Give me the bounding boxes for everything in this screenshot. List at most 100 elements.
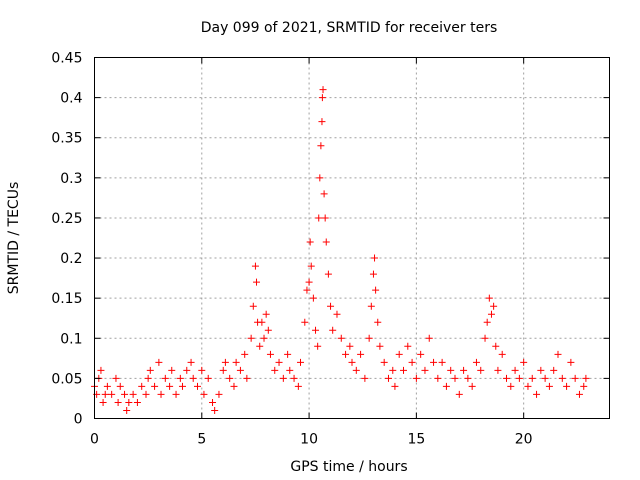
data-point (380, 358, 388, 366)
data-point (108, 390, 116, 398)
data-point (372, 286, 380, 294)
data-point (142, 390, 150, 398)
data-point (144, 374, 152, 382)
data-point (178, 382, 186, 390)
data-point (236, 366, 244, 374)
data-point (327, 302, 335, 310)
data-point (116, 382, 124, 390)
data-point (483, 318, 491, 326)
data-point (438, 358, 446, 366)
data-point (194, 382, 201, 390)
data-point (215, 390, 223, 398)
data-point (211, 406, 219, 414)
data-point (200, 390, 208, 398)
data-point (315, 214, 323, 222)
x-tick-label: 15 (407, 432, 425, 448)
data-point (352, 366, 360, 374)
data-point (241, 350, 249, 358)
data-point (477, 366, 485, 374)
y-tick-label: 0.35 (51, 131, 82, 147)
x-tick-label: 0 (90, 432, 99, 448)
data-point (176, 374, 184, 382)
data-point (103, 382, 111, 390)
x-tick-label: 20 (515, 432, 533, 448)
data-point (318, 118, 326, 126)
data-point (507, 382, 515, 390)
data-point (129, 390, 137, 398)
data-point (187, 358, 195, 366)
data-point (133, 398, 141, 406)
data-point (537, 366, 545, 374)
data-point (528, 374, 536, 382)
data-point (286, 366, 294, 374)
data-point (249, 302, 257, 310)
data-point (319, 86, 327, 94)
data-point (369, 270, 377, 278)
data-point (166, 382, 174, 390)
data-point (421, 366, 429, 374)
data-point (515, 374, 523, 382)
data-point (256, 342, 264, 350)
data-point (485, 294, 493, 302)
data-point (580, 382, 588, 390)
data-point (189, 374, 197, 382)
data-point (271, 366, 279, 374)
data-point (97, 366, 105, 374)
data-point (367, 302, 375, 310)
data-point (275, 358, 283, 366)
data-point (447, 366, 455, 374)
data-point (324, 270, 332, 278)
data-point (99, 398, 107, 406)
data-point (312, 326, 320, 334)
x-axis-title: GPS time / hours (290, 459, 407, 475)
data-point (251, 262, 259, 270)
data-point (460, 366, 468, 374)
plot-frame (94, 57, 610, 419)
y-tick-label: 0.45 (51, 51, 82, 67)
data-point (371, 254, 379, 262)
data-point (524, 382, 532, 390)
data-point (342, 350, 350, 358)
data-point (554, 350, 562, 358)
data-point (365, 334, 373, 342)
data-point (279, 374, 287, 382)
axis-ticks (94, 57, 610, 419)
y-tick-label: 0.15 (51, 291, 82, 307)
y-tick-label: 0.25 (51, 211, 82, 227)
y-tick-label: 0.2 (60, 251, 82, 267)
data-point (230, 382, 238, 390)
data-point (309, 294, 317, 302)
data-point (209, 398, 217, 406)
data-point (511, 366, 519, 374)
chart-title: Day 099 of 2021, SRMTID for receiver ter… (201, 20, 498, 36)
data-point (451, 374, 459, 382)
data-point (472, 358, 480, 366)
data-point (123, 406, 131, 414)
data-point (571, 374, 579, 382)
data-point (337, 334, 345, 342)
data-point (138, 382, 146, 390)
data-point (434, 374, 442, 382)
data-point (247, 334, 255, 342)
data-point (307, 262, 315, 270)
data-point (417, 350, 425, 358)
data-point (492, 342, 500, 350)
data-point (412, 374, 420, 382)
y-axis-title: SRMTID / TECUs (6, 182, 22, 295)
data-point (490, 302, 498, 310)
data-point (168, 366, 176, 374)
data-point (575, 390, 583, 398)
data-point (498, 350, 506, 358)
data-point (408, 358, 416, 366)
data-point (221, 358, 229, 366)
data-point (533, 390, 541, 398)
data-point (305, 278, 313, 286)
y-tick-label: 0.1 (60, 331, 82, 347)
data-point (114, 398, 122, 406)
y-tick-label: 0.3 (60, 171, 82, 187)
data-point (468, 382, 476, 390)
data-point (232, 358, 240, 366)
x-tick-label: 10 (300, 432, 318, 448)
data-point (376, 342, 384, 350)
